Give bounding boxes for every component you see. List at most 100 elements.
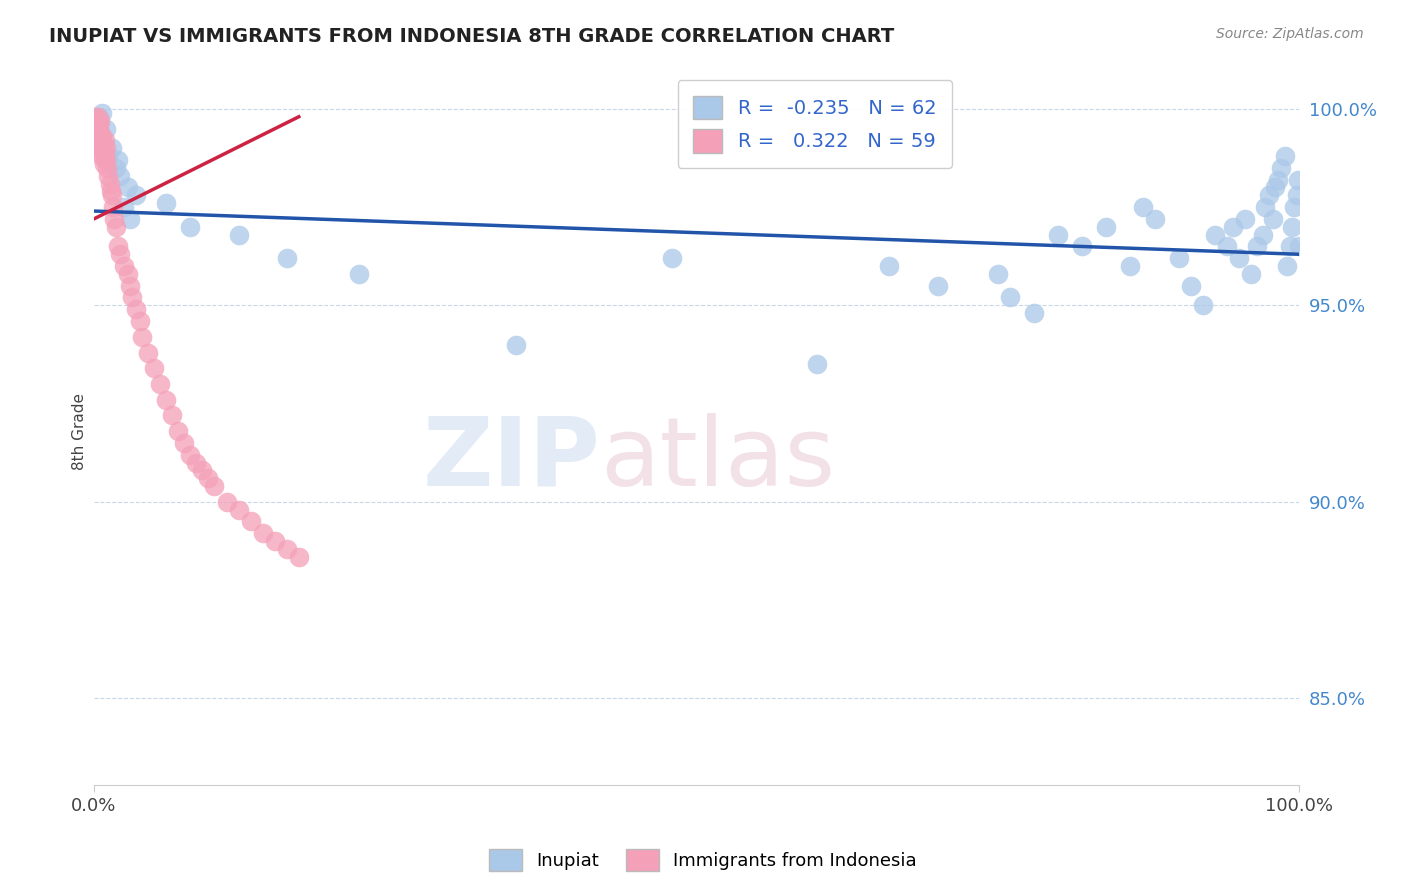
Point — [173, 436, 195, 450]
Point — [1233, 211, 1256, 226]
Point — [1284, 200, 1306, 214]
Point — [94, 121, 117, 136]
Point — [87, 133, 110, 147]
Legend: R =  -0.235   N = 62, R =   0.322   N = 59: R = -0.235 N = 62, R = 0.322 N = 59 — [678, 80, 952, 169]
Point — [87, 118, 110, 132]
Point — [128, 314, 150, 328]
Point — [1285, 188, 1308, 202]
Point — [103, 211, 125, 226]
Point — [239, 515, 262, 529]
Point — [806, 357, 828, 371]
Point — [136, 345, 159, 359]
Point — [1240, 267, 1263, 281]
Point — [347, 267, 370, 281]
Point — [93, 137, 115, 152]
Point — [84, 129, 107, 144]
Point — [998, 291, 1021, 305]
Point — [112, 200, 135, 214]
Point — [252, 526, 274, 541]
Point — [97, 169, 120, 183]
Point — [117, 180, 139, 194]
Point — [1264, 180, 1286, 194]
Point — [179, 219, 201, 234]
Point — [131, 330, 153, 344]
Point — [121, 291, 143, 305]
Point — [1204, 227, 1226, 242]
Point — [155, 196, 177, 211]
Point — [117, 267, 139, 281]
Point — [1246, 239, 1268, 253]
Point — [100, 185, 122, 199]
Point — [1071, 239, 1094, 253]
Point — [228, 502, 250, 516]
Point — [1261, 211, 1284, 226]
Point — [1216, 239, 1239, 253]
Point — [1258, 188, 1281, 202]
Point — [149, 376, 172, 391]
Legend: Inupiat, Immigrants from Indonesia: Inupiat, Immigrants from Indonesia — [482, 842, 924, 879]
Point — [94, 153, 117, 167]
Point — [93, 145, 115, 160]
Point — [1275, 259, 1298, 273]
Point — [86, 113, 108, 128]
Point — [120, 211, 142, 226]
Point — [1278, 239, 1301, 253]
Point — [505, 337, 527, 351]
Point — [86, 113, 108, 128]
Point — [1286, 172, 1309, 186]
Point — [204, 479, 226, 493]
Point — [84, 118, 107, 132]
Point — [103, 200, 125, 214]
Point — [112, 259, 135, 273]
Point — [1288, 239, 1310, 253]
Point — [1191, 298, 1213, 312]
Point — [1227, 251, 1250, 265]
Point — [125, 302, 148, 317]
Point — [86, 110, 108, 124]
Text: atlas: atlas — [600, 413, 835, 506]
Point — [98, 177, 121, 191]
Point — [288, 549, 311, 564]
Point — [101, 188, 124, 202]
Point — [179, 448, 201, 462]
Point — [197, 471, 219, 485]
Point — [101, 141, 124, 155]
Point — [1167, 251, 1189, 265]
Point — [125, 188, 148, 202]
Point — [96, 161, 118, 175]
Point — [86, 137, 108, 152]
Point — [1095, 219, 1118, 234]
Point — [1132, 200, 1154, 214]
Point — [91, 137, 114, 152]
Point — [87, 110, 110, 124]
Point — [661, 251, 683, 265]
Point — [84, 129, 107, 144]
Point — [191, 463, 214, 477]
Point — [90, 149, 112, 163]
Point — [86, 125, 108, 139]
Y-axis label: 8th Grade: 8th Grade — [72, 392, 87, 469]
Point — [1180, 278, 1202, 293]
Point — [215, 495, 238, 509]
Point — [110, 247, 132, 261]
Point — [879, 259, 901, 273]
Point — [276, 541, 298, 556]
Point — [263, 534, 285, 549]
Point — [110, 169, 132, 183]
Point — [93, 157, 115, 171]
Point — [86, 118, 108, 132]
Point — [89, 113, 111, 128]
Point — [91, 105, 114, 120]
Point — [1281, 219, 1303, 234]
Point — [228, 227, 250, 242]
Point — [89, 129, 111, 144]
Point — [87, 145, 110, 160]
Point — [120, 278, 142, 293]
Point — [1267, 172, 1289, 186]
Point — [1270, 161, 1292, 175]
Point — [1222, 219, 1244, 234]
Point — [94, 149, 117, 163]
Point — [84, 110, 107, 124]
Point — [91, 129, 114, 144]
Point — [1251, 227, 1274, 242]
